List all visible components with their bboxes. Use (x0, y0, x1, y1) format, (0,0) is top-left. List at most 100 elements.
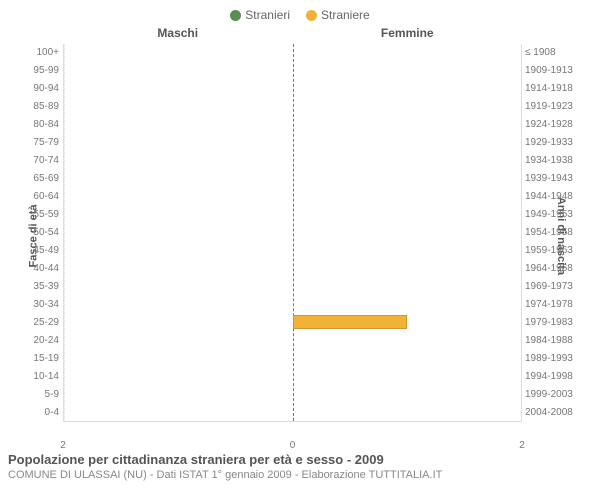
birth-year-label: 1914-1918 (525, 83, 587, 94)
male-half (64, 62, 293, 80)
chart-row: 35-391969-1973 (64, 277, 521, 295)
chart-row: 70-741934-1938 (64, 152, 521, 170)
age-label: 5-9 (19, 389, 59, 400)
female-half (293, 277, 522, 295)
birth-year-label: ≤ 1908 (525, 47, 587, 58)
male-half (64, 116, 293, 134)
male-half (64, 385, 293, 403)
female-half (293, 385, 522, 403)
age-label: 25-29 (19, 317, 59, 328)
chart-rows: 100+≤ 190895-991909-191390-941914-191885… (64, 44, 521, 421)
birth-year-label: 1989-1993 (525, 353, 587, 364)
column-headers: Maschi Femmine (63, 26, 522, 40)
age-label: 20-24 (19, 335, 59, 346)
male-half (64, 295, 293, 313)
birth-year-label: 1944-1948 (525, 191, 587, 202)
age-label: 65-69 (19, 173, 59, 184)
birth-year-label: 1954-1958 (525, 227, 587, 238)
female-half (293, 331, 522, 349)
age-label: 95-99 (19, 65, 59, 76)
chart-row: 45-491959-1963 (64, 241, 521, 259)
male-half (64, 170, 293, 188)
age-label: 30-34 (19, 299, 59, 310)
birth-year-label: 1924-1928 (525, 119, 587, 130)
female-half (293, 259, 522, 277)
bar-female (293, 315, 407, 329)
chart-row: 60-641944-1948 (64, 188, 521, 206)
age-label: 80-84 (19, 119, 59, 130)
female-half (293, 188, 522, 206)
plot-area: 100+≤ 190895-991909-191390-941914-191885… (63, 44, 522, 422)
age-label: 55-59 (19, 209, 59, 220)
chart-row: 85-891919-1923 (64, 98, 521, 116)
chart-row: 95-991909-1913 (64, 62, 521, 80)
male-half (64, 98, 293, 116)
age-label: 70-74 (19, 155, 59, 166)
age-label: 15-19 (19, 353, 59, 364)
legend-label-male: Stranieri (245, 8, 290, 22)
female-half (293, 80, 522, 98)
legend-label-female: Straniere (321, 8, 370, 22)
chart-row: 10-141994-1998 (64, 367, 521, 385)
male-half (64, 259, 293, 277)
age-label: 40-44 (19, 263, 59, 274)
birth-year-label: 1964-1968 (525, 263, 587, 274)
female-half (293, 224, 522, 242)
female-half (293, 152, 522, 170)
female-half (293, 349, 522, 367)
chart-row: 40-441964-1968 (64, 259, 521, 277)
chart-row: 100+≤ 1908 (64, 44, 521, 62)
male-half (64, 277, 293, 295)
female-half (293, 206, 522, 224)
male-half (64, 44, 293, 62)
birth-year-label: 1939-1943 (525, 173, 587, 184)
chart-row: 55-591949-1953 (64, 206, 521, 224)
male-half (64, 331, 293, 349)
age-label: 50-54 (19, 227, 59, 238)
age-label: 0-4 (19, 407, 59, 418)
female-half (293, 241, 522, 259)
male-half (64, 206, 293, 224)
age-label: 45-49 (19, 245, 59, 256)
female-half (293, 170, 522, 188)
chart-subtitle: COMUNE DI ULASSAI (NU) - Dati ISTAT 1° g… (8, 469, 592, 481)
male-half (64, 403, 293, 421)
chart-legend: Stranieri Straniere (8, 8, 592, 22)
chart-row: 25-291979-1983 (64, 313, 521, 331)
x-tick-label: 0 (290, 440, 296, 451)
legend-dot-female (306, 10, 317, 21)
column-header-female: Femmine (293, 26, 523, 40)
chart-row: 5-91999-2003 (64, 385, 521, 403)
birth-year-label: 2004-2008 (525, 407, 587, 418)
female-half (293, 367, 522, 385)
chart-row: 30-341974-1978 (64, 295, 521, 313)
female-half (293, 313, 522, 331)
chart-row: 0-42004-2008 (64, 403, 521, 421)
column-header-male: Maschi (63, 26, 293, 40)
female-half (293, 62, 522, 80)
male-half (64, 134, 293, 152)
age-label: 100+ (19, 47, 59, 58)
male-half (64, 349, 293, 367)
chart-row: 65-691939-1943 (64, 170, 521, 188)
male-half (64, 188, 293, 206)
birth-year-label: 1994-1998 (525, 371, 587, 382)
age-label: 75-79 (19, 137, 59, 148)
chart-row: 20-241984-1988 (64, 331, 521, 349)
legend-item-male: Stranieri (230, 8, 290, 22)
female-half (293, 98, 522, 116)
birth-year-label: 1974-1978 (525, 299, 587, 310)
legend-dot-male (230, 10, 241, 21)
chart-title: Popolazione per cittadinanza straniera p… (8, 452, 592, 467)
birth-year-label: 1969-1973 (525, 281, 587, 292)
x-tick-label: 2 (60, 440, 66, 451)
male-half (64, 367, 293, 385)
age-label: 35-39 (19, 281, 59, 292)
birth-year-label: 1979-1983 (525, 317, 587, 328)
female-half (293, 116, 522, 134)
female-half (293, 295, 522, 313)
chart-row: 80-841924-1928 (64, 116, 521, 134)
birth-year-label: 1984-1988 (525, 335, 587, 346)
male-half (64, 313, 293, 331)
chart-row: 75-791929-1933 (64, 134, 521, 152)
